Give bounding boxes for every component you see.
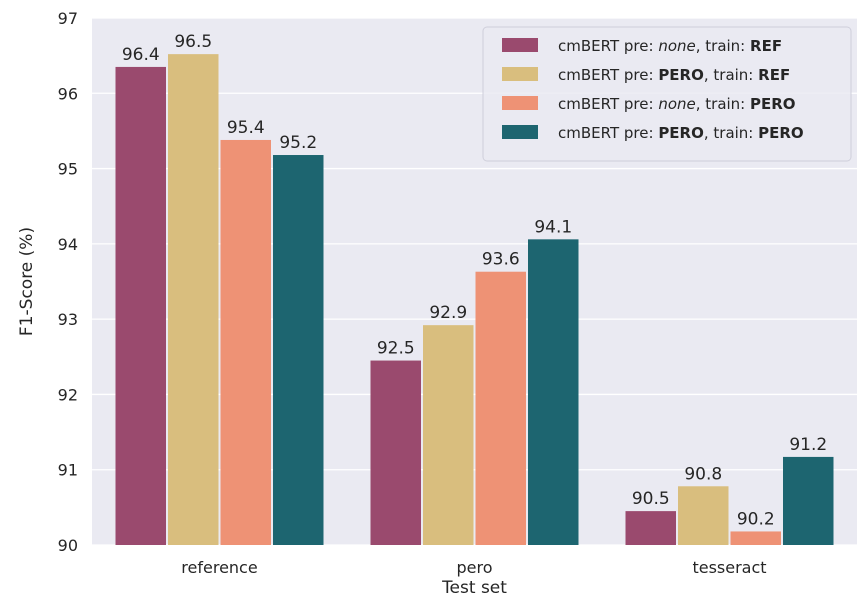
data-labels: 96.4 96.5 95.4 95.2 92.5 92.9 93.6 94.1 90.5 90.8… [122, 32, 827, 529]
y-tick-label: 90 [58, 536, 78, 555]
bar [273, 155, 324, 545]
legend-box [482, 26, 852, 162]
data-label: 96.4 [122, 45, 160, 65]
bars [115, 54, 834, 545]
legend-entry: cmBERT pre: none, train: REF [558, 37, 782, 55]
bar [475, 271, 526, 545]
y-tick-label: 96 [58, 84, 78, 103]
data-label: 94.1 [534, 217, 572, 237]
legend-entry: cmBERT pre: PERO, train: PERO [558, 124, 804, 142]
bar [678, 486, 729, 545]
x-axis-label: Test set [441, 578, 507, 598]
data-label: 92.5 [377, 339, 415, 359]
bar [370, 360, 421, 545]
bar [730, 531, 781, 545]
bar [423, 325, 474, 545]
data-label: 95.4 [227, 118, 265, 138]
bar [528, 239, 579, 545]
y-tick-label: 93 [58, 310, 78, 329]
legend-swatch [502, 96, 538, 110]
bar [625, 511, 676, 545]
y-tick-label: 91 [58, 461, 78, 480]
x-tick-label: tesseract [692, 558, 766, 577]
legend-entry: cmBERT pre: none, train: PERO [558, 95, 796, 113]
bar [220, 139, 271, 545]
data-label: 90.8 [684, 464, 722, 484]
data-label: 96.5 [174, 32, 212, 52]
legend: cmBERT pre: none, train: REF cmBERT pre: … [482, 26, 852, 162]
x-tick-label: reference [181, 558, 257, 577]
legend-swatch [502, 125, 538, 139]
data-label: 90.2 [737, 509, 775, 529]
y-tick-label: 92 [58, 385, 78, 404]
x-axis-ticks: reference pero tesseract [181, 558, 766, 577]
data-label: 92.9 [429, 303, 467, 323]
data-label: 93.6 [482, 250, 520, 270]
y-axis-label: F1-Score (%) [17, 227, 37, 336]
data-label: 95.2 [279, 133, 317, 153]
y-tick-label: 94 [58, 235, 78, 254]
legend-swatch [502, 67, 538, 81]
data-label: 91.2 [789, 435, 827, 455]
y-tick-label: 95 [58, 160, 78, 179]
x-tick-label: pero [456, 558, 492, 577]
bar [783, 456, 834, 545]
bar [168, 54, 219, 545]
legend-entry: cmBERT pre: PERO, train: REF [558, 66, 790, 84]
y-axis-ticks: 90 91 92 93 94 95 96 97 [58, 9, 78, 555]
bar [115, 66, 166, 545]
data-label: 90.5 [632, 489, 670, 509]
y-tick-label: 97 [58, 9, 78, 28]
legend-swatch [502, 38, 538, 52]
